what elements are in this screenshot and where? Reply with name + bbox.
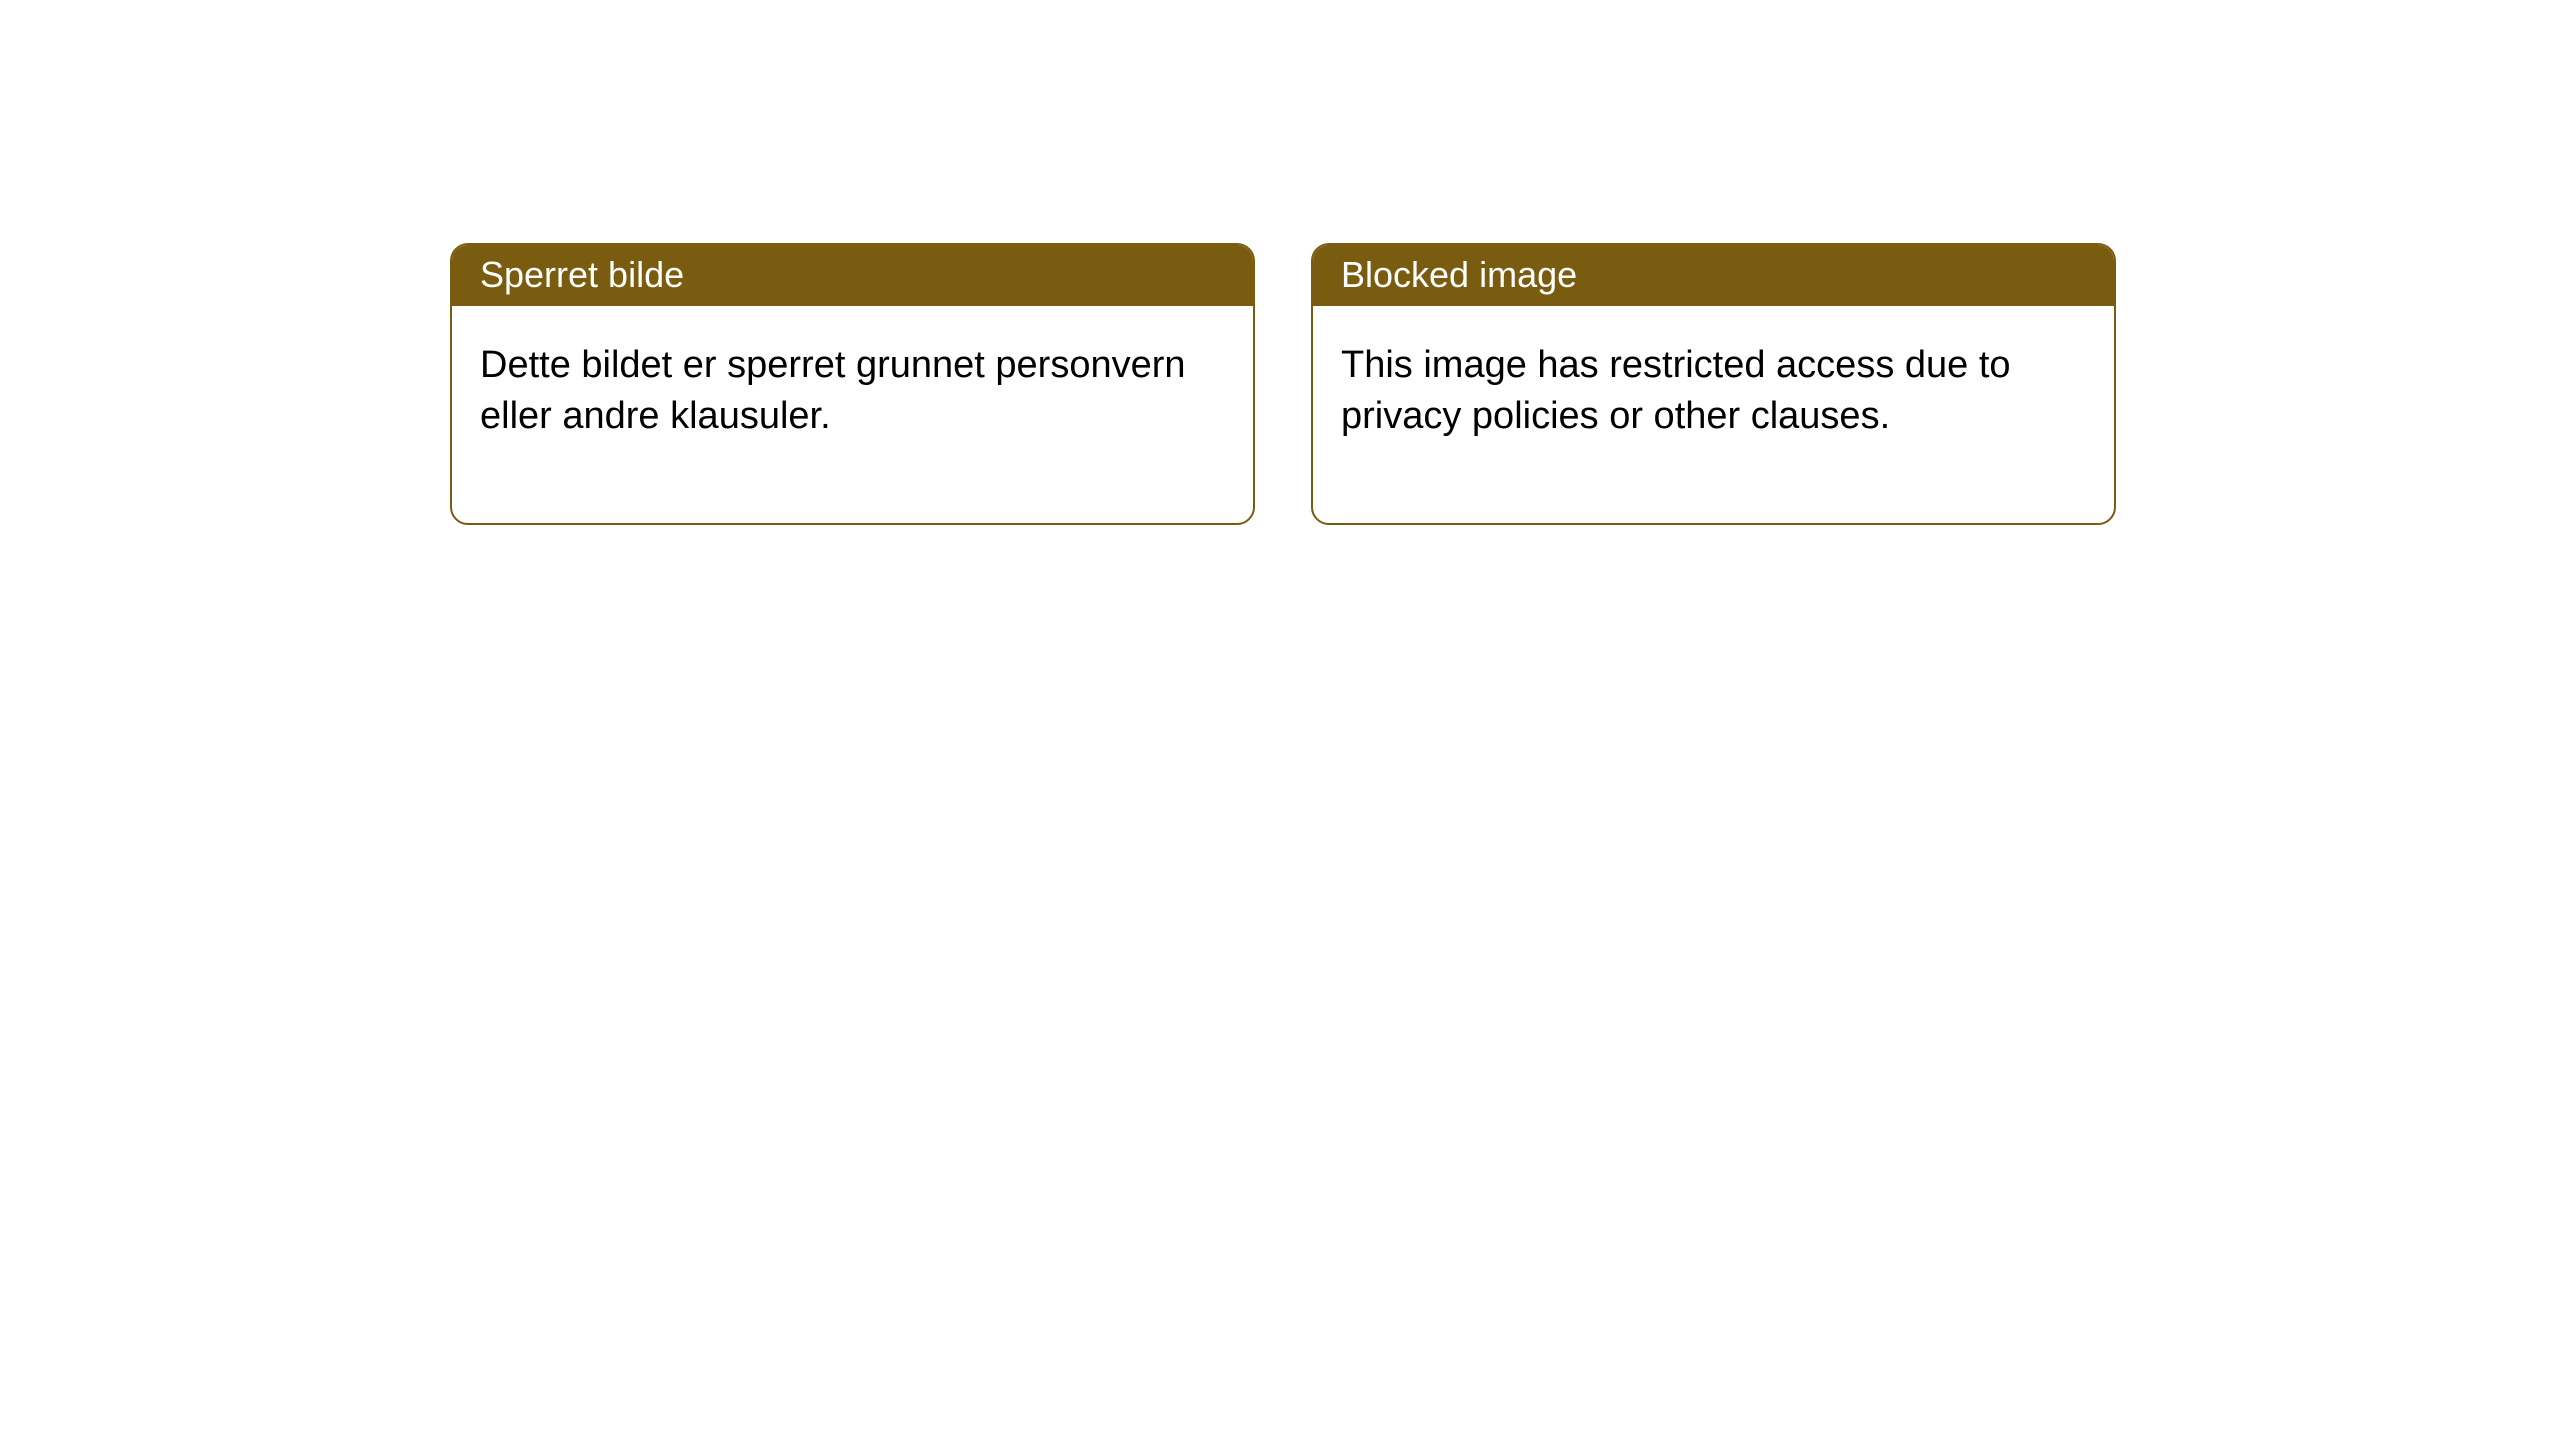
notice-title: Blocked image [1313, 245, 2114, 306]
notice-container: Sperret bilde Dette bildet er sperret gr… [0, 0, 2560, 525]
notice-title: Sperret bilde [452, 245, 1253, 306]
notice-card-norwegian: Sperret bilde Dette bildet er sperret gr… [450, 243, 1255, 525]
notice-body: This image has restricted access due to … [1313, 306, 2114, 523]
notice-card-english: Blocked image This image has restricted … [1311, 243, 2116, 525]
notice-body: Dette bildet er sperret grunnet personve… [452, 306, 1253, 523]
